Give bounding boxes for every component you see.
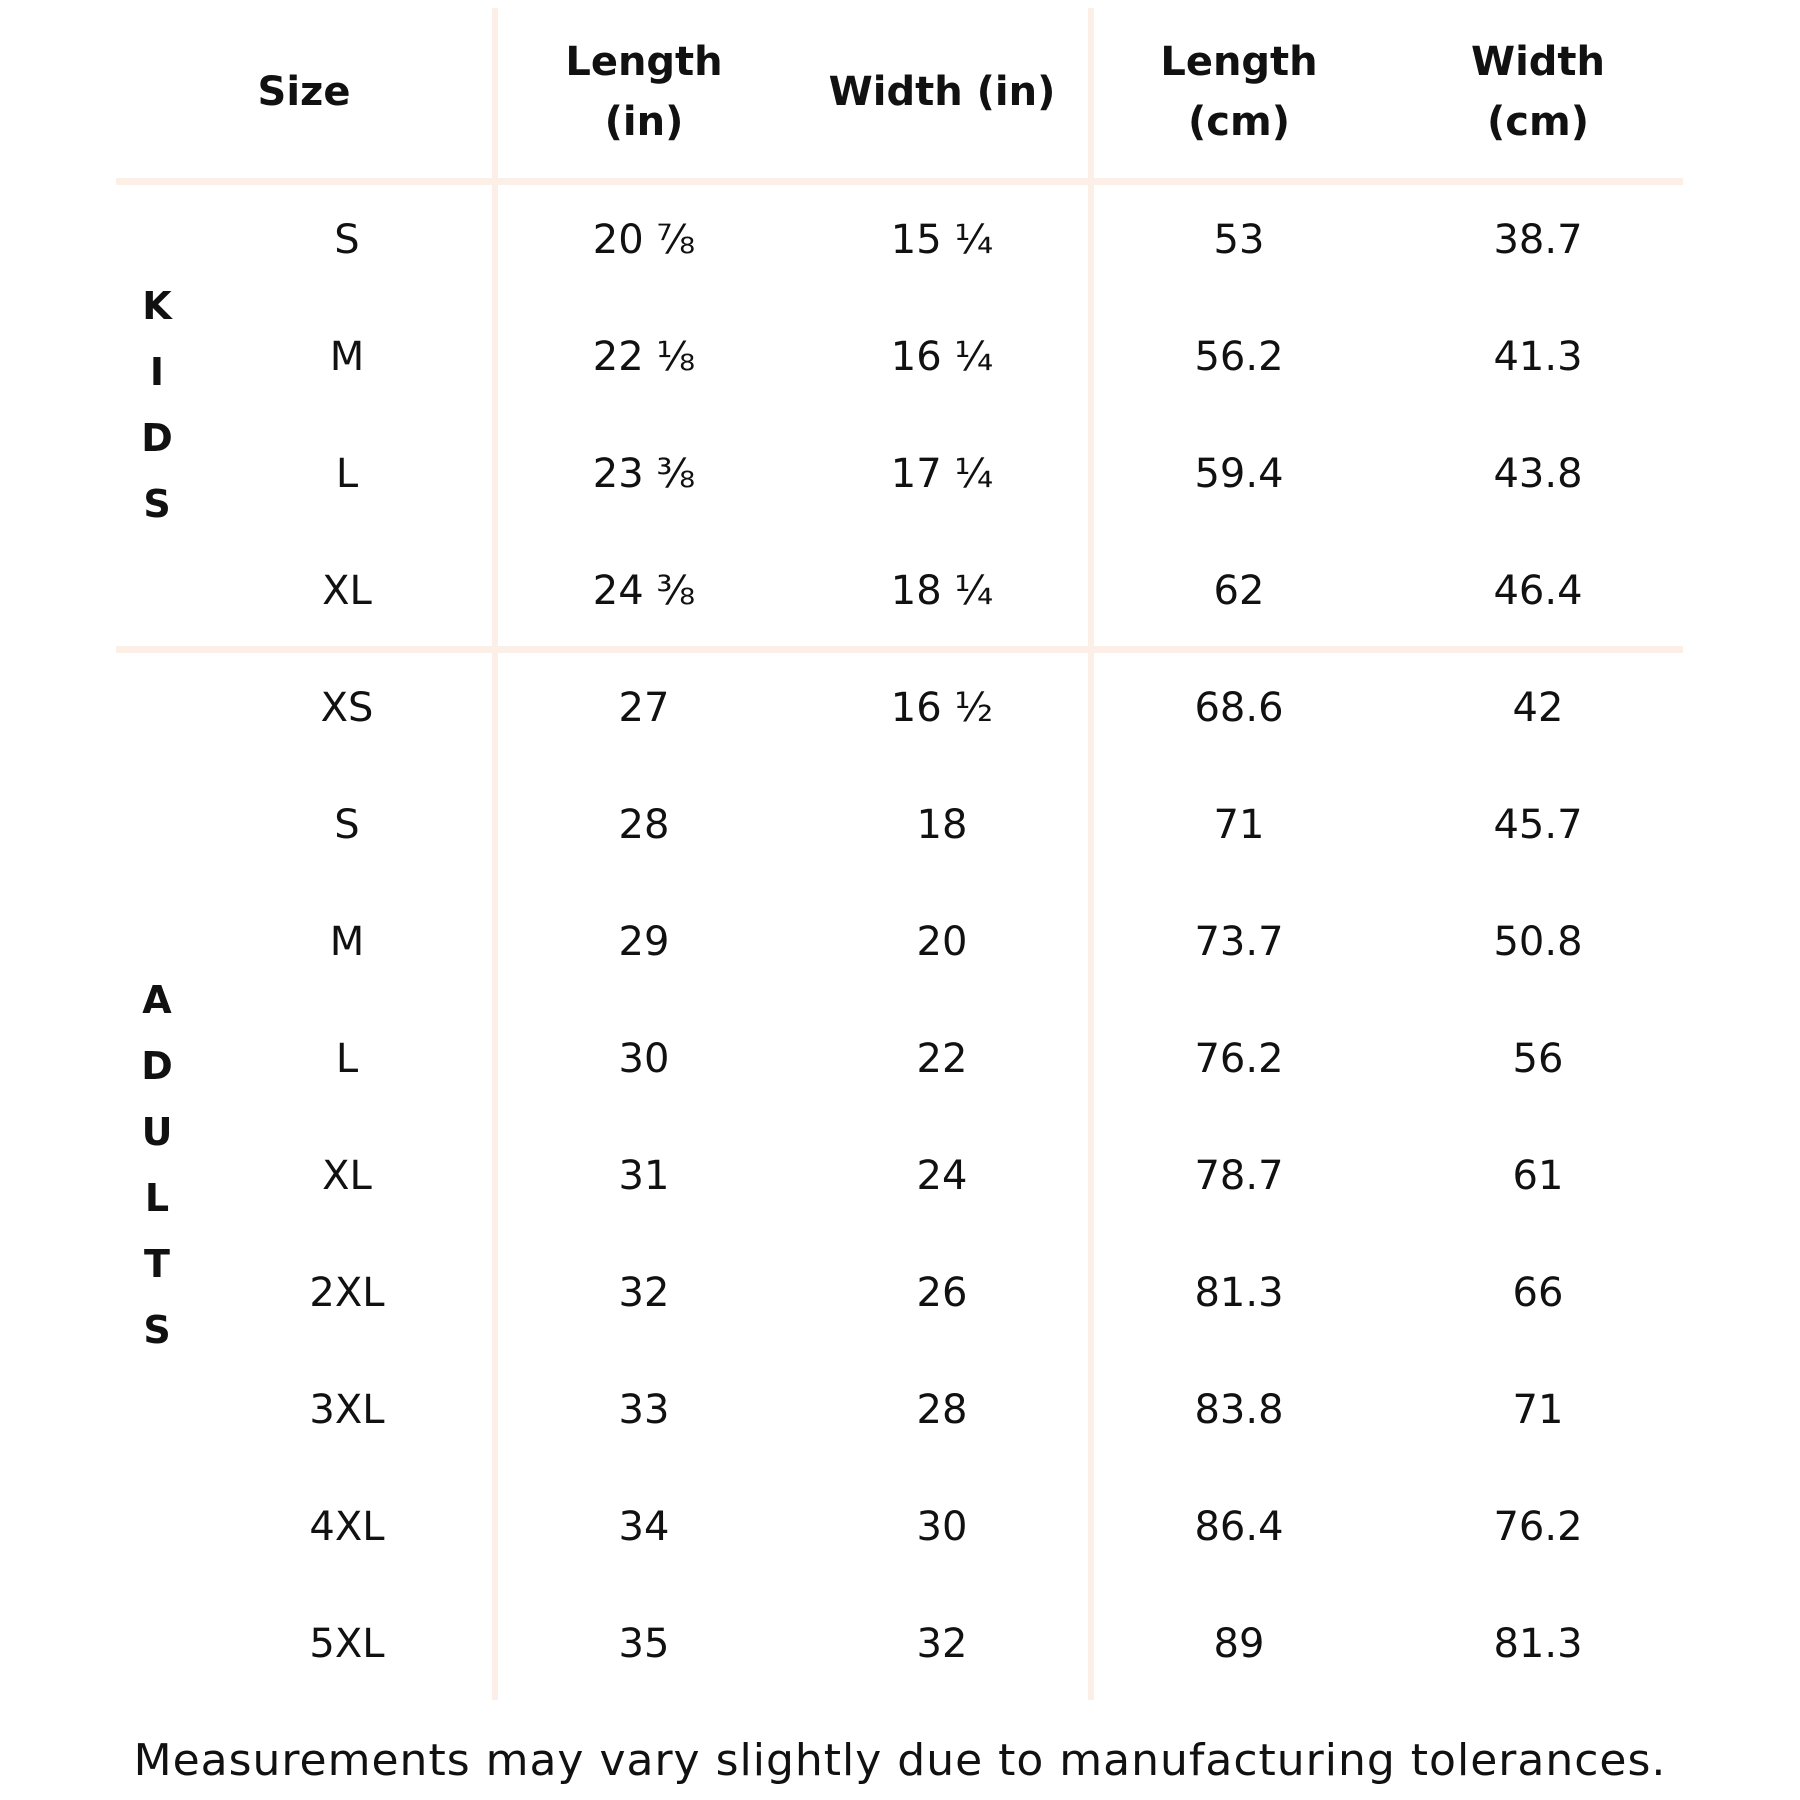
measurement: 24 ⅜ bbox=[592, 568, 696, 614]
size-label: S bbox=[334, 217, 360, 263]
vertical-divider bbox=[1088, 8, 1094, 1700]
measurement: 22 ⅛ bbox=[592, 334, 696, 380]
measurement: 28 bbox=[618, 802, 670, 848]
size-label: 5XL bbox=[309, 1621, 385, 1667]
measurement: 41.3 bbox=[1493, 334, 1583, 380]
measurement: 30 bbox=[916, 1504, 968, 1550]
measurement: 73.7 bbox=[1194, 919, 1284, 965]
measurement: 27 bbox=[618, 685, 670, 731]
measurement: 24 bbox=[916, 1153, 968, 1199]
size-label: L bbox=[335, 451, 359, 497]
measurement: 35 bbox=[618, 1621, 670, 1667]
group-label: KIDS bbox=[135, 283, 179, 548]
measurement: 86.4 bbox=[1194, 1504, 1284, 1550]
measurement: 38.7 bbox=[1493, 217, 1583, 263]
measurement: 20 bbox=[916, 919, 968, 965]
measurement: 78.7 bbox=[1194, 1153, 1284, 1199]
measurement: 15 ¼ bbox=[890, 217, 994, 263]
column-header: Length (in) bbox=[565, 39, 723, 145]
measurement: 17 ¼ bbox=[890, 451, 994, 497]
measurement: 71 bbox=[1213, 802, 1265, 848]
size-label: 3XL bbox=[309, 1387, 385, 1433]
measurement: 33 bbox=[618, 1387, 670, 1433]
size-label: M bbox=[329, 334, 365, 380]
footer-note: Measurements may vary slightly due to ma… bbox=[133, 1735, 1667, 1786]
measurement: 53 bbox=[1213, 217, 1265, 263]
measurement: 89 bbox=[1213, 1621, 1265, 1667]
measurement: 26 bbox=[916, 1270, 968, 1316]
column-header: Length (cm) bbox=[1160, 39, 1318, 145]
measurement: 61 bbox=[1512, 1153, 1564, 1199]
size-label: 2XL bbox=[309, 1270, 385, 1316]
group-divider bbox=[116, 645, 1683, 653]
column-header: Size bbox=[257, 69, 351, 115]
measurement: 71 bbox=[1512, 1387, 1564, 1433]
vertical-divider bbox=[492, 8, 498, 1700]
measurement: 42 bbox=[1512, 685, 1564, 731]
measurement: 59.4 bbox=[1194, 451, 1284, 497]
measurement: 76.2 bbox=[1493, 1504, 1583, 1550]
measurement: 16 ½ bbox=[890, 685, 994, 731]
measurement: 43.8 bbox=[1493, 451, 1583, 497]
measurement: 31 bbox=[618, 1153, 670, 1199]
measurement: 18 ¼ bbox=[890, 568, 994, 614]
measurement: 45.7 bbox=[1493, 802, 1583, 848]
measurement: 34 bbox=[618, 1504, 670, 1550]
measurement: 32 bbox=[916, 1621, 968, 1667]
measurement: 56.2 bbox=[1194, 334, 1284, 380]
measurement: 32 bbox=[618, 1270, 670, 1316]
measurement: 76.2 bbox=[1194, 1036, 1284, 1082]
measurement: 50.8 bbox=[1493, 919, 1583, 965]
measurement: 30 bbox=[618, 1036, 670, 1082]
measurement: 81.3 bbox=[1194, 1270, 1284, 1316]
measurement: 81.3 bbox=[1493, 1621, 1583, 1667]
size-label: XL bbox=[322, 1153, 372, 1199]
group-label: ADULTS bbox=[135, 978, 179, 1374]
measurement: 46.4 bbox=[1493, 568, 1583, 614]
size-label: L bbox=[335, 1036, 359, 1082]
measurement: 16 ¼ bbox=[890, 334, 994, 380]
measurement: 23 ⅜ bbox=[592, 451, 696, 497]
header-divider bbox=[116, 178, 1683, 185]
size-label: XS bbox=[320, 685, 374, 731]
column-header: Width (cm) bbox=[1470, 39, 1606, 145]
size-label: XL bbox=[322, 568, 372, 614]
measurement: 66 bbox=[1512, 1270, 1564, 1316]
column-header: Width (in) bbox=[828, 69, 1056, 115]
measurement: 68.6 bbox=[1194, 685, 1284, 731]
measurement: 83.8 bbox=[1194, 1387, 1284, 1433]
measurement: 20 ⅞ bbox=[592, 217, 696, 263]
size-label: S bbox=[334, 802, 360, 848]
measurement: 62 bbox=[1213, 568, 1265, 614]
measurement: 22 bbox=[916, 1036, 968, 1082]
measurement: 29 bbox=[618, 919, 670, 965]
measurement: 18 bbox=[916, 802, 968, 848]
size-label: 4XL bbox=[309, 1504, 385, 1550]
measurement: 28 bbox=[916, 1387, 968, 1433]
size-label: M bbox=[329, 919, 365, 965]
measurement: 56 bbox=[1512, 1036, 1564, 1082]
